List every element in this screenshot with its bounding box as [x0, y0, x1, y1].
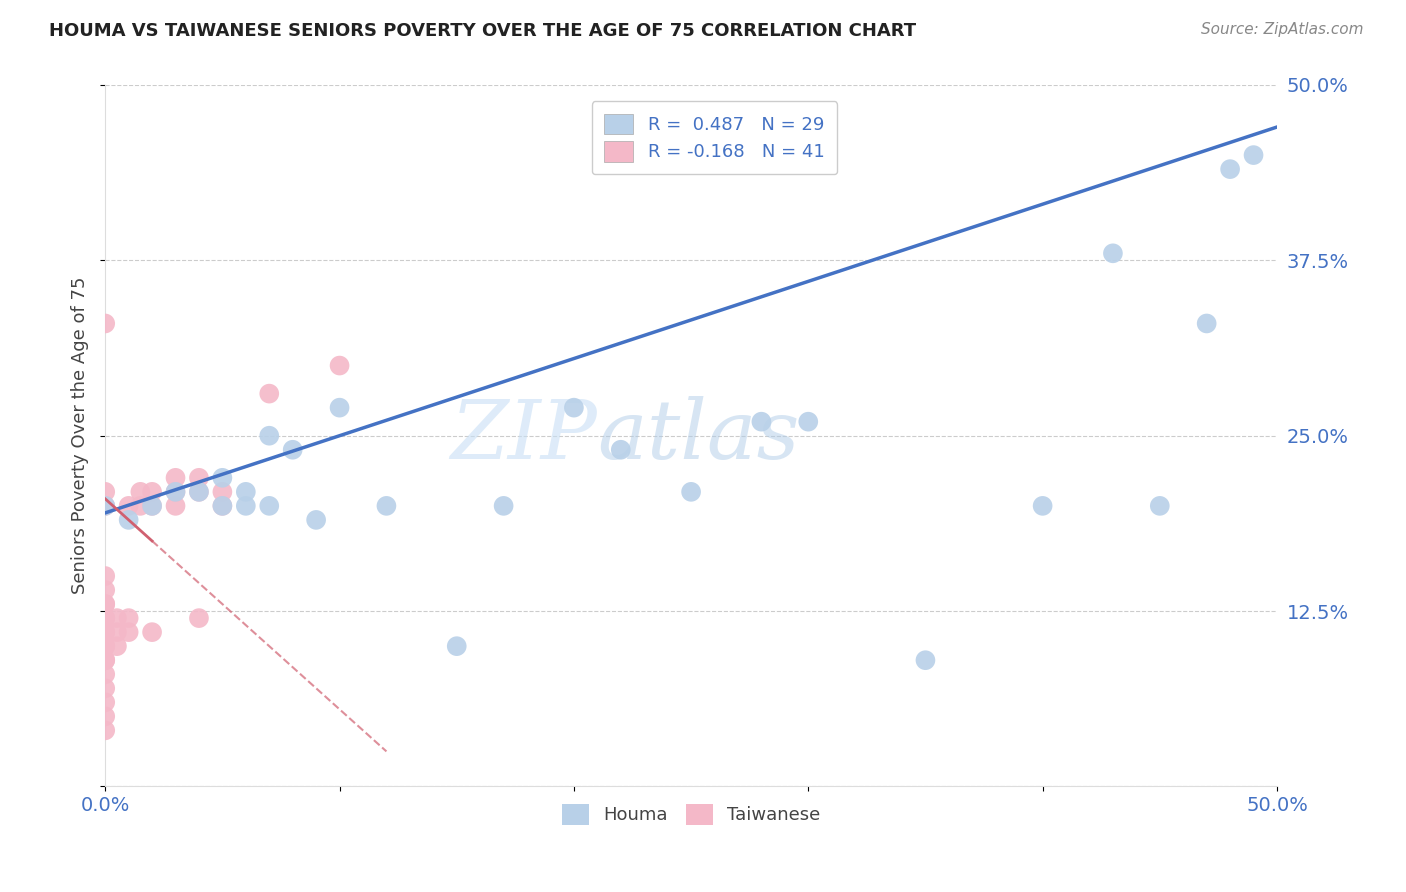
Point: [329, 359, 352, 373]
Point: [94, 611, 117, 625]
Legend: Houma, Taiwanese: Houma, Taiwanese: [553, 795, 830, 834]
Point: [94, 484, 117, 499]
Point: [562, 401, 585, 415]
Point: [94, 653, 117, 667]
Point: [235, 484, 257, 499]
Point: [94, 709, 117, 723]
Point: [259, 428, 281, 442]
Text: atlas: atlas: [598, 396, 800, 475]
Point: [259, 499, 281, 513]
Point: [94, 317, 117, 331]
Point: [281, 442, 304, 457]
Point: [188, 484, 211, 499]
Point: [211, 471, 233, 485]
Point: [165, 471, 187, 485]
Point: [235, 499, 257, 513]
Point: [211, 499, 233, 513]
Point: [141, 625, 163, 640]
Point: [329, 401, 352, 415]
Point: [141, 484, 163, 499]
Point: [94, 723, 117, 738]
Point: [117, 499, 139, 513]
Point: [94, 653, 117, 667]
Point: [94, 639, 117, 653]
Point: [117, 513, 139, 527]
Point: [797, 415, 820, 429]
Point: [1195, 317, 1218, 331]
Point: [492, 499, 515, 513]
Point: [94, 681, 117, 696]
Point: [105, 639, 128, 653]
Point: [1032, 499, 1054, 513]
Point: [681, 484, 703, 499]
Point: [117, 611, 139, 625]
Point: [94, 597, 117, 611]
Point: [165, 484, 187, 499]
Point: [914, 653, 936, 667]
Point: [165, 484, 187, 499]
Point: [94, 499, 117, 513]
Point: [751, 415, 773, 429]
Point: [188, 484, 211, 499]
Point: [610, 442, 633, 457]
Point: [94, 597, 117, 611]
Point: [259, 386, 281, 401]
Point: [446, 639, 468, 653]
Point: [305, 513, 328, 527]
Point: [129, 484, 152, 499]
Text: ZIP: ZIP: [450, 396, 598, 475]
Point: [1219, 162, 1241, 177]
Point: [188, 611, 211, 625]
Point: [94, 582, 117, 597]
Point: [1149, 499, 1171, 513]
Y-axis label: Seniors Poverty Over the Age of 75: Seniors Poverty Over the Age of 75: [72, 277, 89, 594]
Point: [94, 611, 117, 625]
Point: [105, 611, 128, 625]
Point: [188, 471, 211, 485]
Point: [105, 625, 128, 640]
Point: [211, 484, 233, 499]
Point: [94, 499, 117, 513]
Point: [141, 499, 163, 513]
Text: Source: ZipAtlas.com: Source: ZipAtlas.com: [1201, 22, 1364, 37]
Point: [94, 569, 117, 583]
Point: [94, 667, 117, 681]
Point: [94, 625, 117, 640]
Point: [117, 625, 139, 640]
Point: [375, 499, 398, 513]
Text: HOUMA VS TAIWANESE SENIORS POVERTY OVER THE AGE OF 75 CORRELATION CHART: HOUMA VS TAIWANESE SENIORS POVERTY OVER …: [49, 22, 917, 40]
Point: [1102, 246, 1125, 260]
Point: [94, 639, 117, 653]
Point: [94, 695, 117, 709]
Point: [129, 499, 152, 513]
Point: [94, 625, 117, 640]
Point: [211, 499, 233, 513]
Point: [165, 499, 187, 513]
Point: [141, 499, 163, 513]
Point: [1243, 148, 1265, 162]
